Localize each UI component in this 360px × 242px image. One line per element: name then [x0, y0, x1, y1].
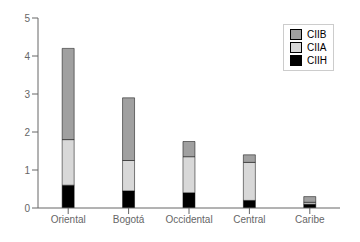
svg-text:Caribe: Caribe: [295, 214, 325, 225]
svg-text:4: 4: [24, 51, 30, 62]
svg-text:Bogotá: Bogotá: [113, 214, 145, 225]
svg-text:5: 5: [24, 13, 30, 24]
svg-text:0: 0: [24, 203, 30, 214]
svg-text:Occidental: Occidental: [165, 214, 212, 225]
svg-text:Central: Central: [233, 214, 265, 225]
html-text:CIIB: CIIB: [307, 29, 327, 40]
svg-text:Oriental: Oriental: [51, 214, 86, 225]
html-text:CIIH: CIIH: [307, 55, 327, 66]
html-text:CIIA: CIIA: [307, 42, 327, 53]
svg-text:3: 3: [24, 89, 30, 100]
svg-text:1: 1: [24, 165, 30, 176]
svg-text:2: 2: [24, 127, 30, 138]
